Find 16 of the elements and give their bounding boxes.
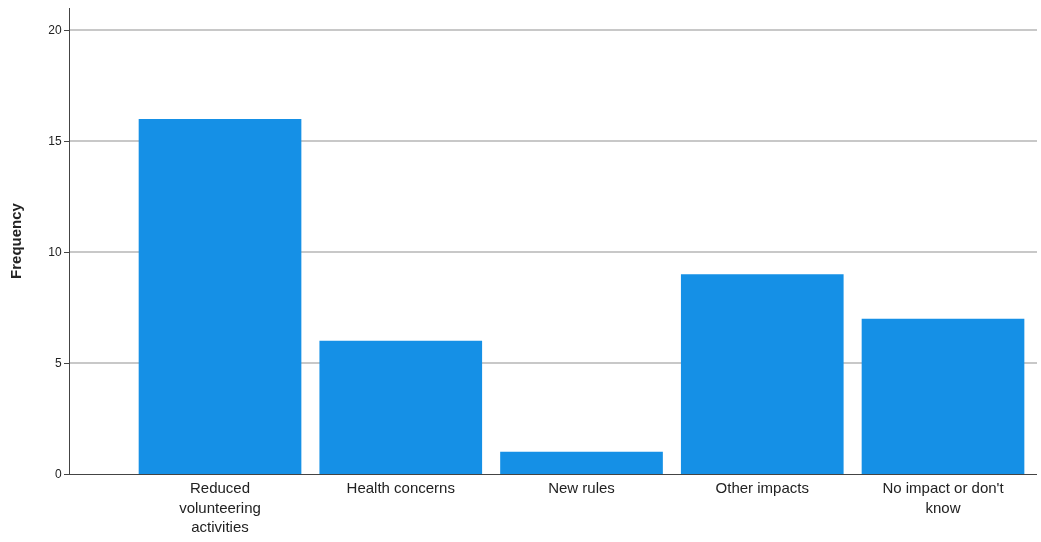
y-tick-label: 0 — [54, 467, 62, 482]
bar — [500, 451, 663, 474]
x-tick-label: New rules — [548, 479, 615, 496]
bar — [319, 340, 483, 474]
y-tick-label: 15 — [48, 134, 62, 149]
x-tick-label: Other impacts — [715, 479, 809, 496]
x-tick-label: Health concerns — [346, 479, 455, 496]
bar — [138, 118, 302, 474]
y-tick-label: 10 — [48, 245, 62, 260]
bar — [680, 274, 844, 474]
y-axis-title: Frequency — [7, 202, 25, 279]
x-tick-label: Reduced volunteering activities — [179, 479, 261, 535]
bar — [861, 318, 1025, 474]
y-tick-label: 5 — [54, 356, 62, 371]
x-tick-label: No impact or don't know — [882, 479, 1005, 516]
y-tick-label: 20 — [48, 23, 62, 38]
